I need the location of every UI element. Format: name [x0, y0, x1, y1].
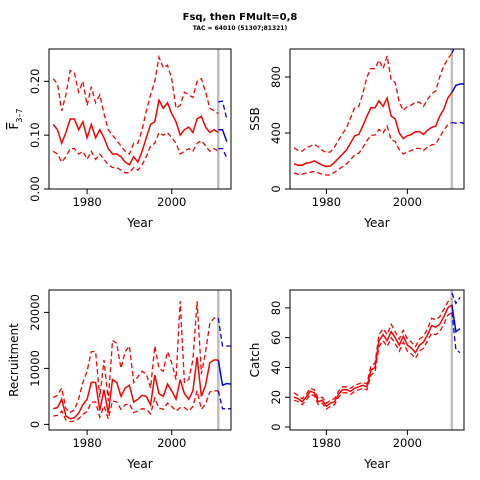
ssb-y-axis-label: SSB — [248, 107, 262, 130]
recruitment-projection-upper-line — [217, 317, 231, 347]
catch-y-tick-label: 20 — [269, 390, 283, 405]
recruitment-x-tick-label: 2000 — [157, 436, 186, 450]
f-history-lower-line — [52, 131, 219, 174]
recruitment-x-tick-label: 1980 — [72, 436, 101, 450]
plot-area-recruitment — [52, 290, 231, 430]
catch-y-axis-label: Catch — [248, 343, 262, 378]
ssb-history-upper-line — [293, 52, 453, 154]
f-y-tick-label: 0.00 — [28, 176, 42, 202]
catch-x-axis-label: Year — [363, 457, 389, 471]
recruitment-x-axis-label: Year — [126, 457, 152, 471]
f-projection-lower-line — [218, 147, 228, 159]
panel-catch: 1980 2000 Year 0 20 40 60 80 Catch — [248, 289, 465, 471]
f-y-tick-label: 0.20 — [28, 69, 42, 95]
ssb-y-tick-label: 0 — [269, 185, 283, 192]
panel-recruitment: 1980 2000 Year 0 10000 20000 Recruitment — [7, 289, 232, 471]
catch-projection-upper-line — [451, 292, 461, 305]
ssb-projection-lower-line — [451, 121, 464, 124]
f-projection-upper-line — [218, 100, 228, 120]
catch-history-lower-line — [293, 311, 453, 411]
ssb-history-lower-line — [293, 121, 453, 176]
catch-history-upper-line — [293, 298, 453, 405]
catch-y-tick-label: 0 — [269, 423, 283, 430]
ssb-y-tick-label: 800 — [269, 66, 283, 88]
f-plot-frame — [48, 48, 232, 190]
f-x-axis-label: Year — [126, 216, 152, 230]
plot-area-catch — [293, 290, 461, 430]
catch-y-tick-label: 60 — [269, 330, 283, 345]
recruitment-projection-median-line — [217, 359, 231, 387]
panel-ssb: 1980 2000 Year 0 400 800 SSB — [248, 48, 465, 230]
f-x-tick-label: 2000 — [157, 195, 186, 209]
f-x-tick-label: 1980 — [72, 195, 101, 209]
ssb-x-axis-label: Year — [363, 216, 389, 230]
recruitment-y-tick-label: 0 — [28, 421, 42, 428]
plot-area-f — [52, 49, 228, 189]
y-axis-label-main: F — [7, 123, 21, 130]
f-projection-median-line — [218, 129, 228, 142]
catch-projection-median-line — [451, 304, 461, 334]
figure-subtitle: TAC = 64010 (51307;81321) — [193, 25, 288, 32]
f-history-median-line — [52, 97, 219, 166]
recruitment-plot-frame — [48, 289, 232, 431]
figure-title: Fsq, then FMult=0,8 — [183, 12, 298, 23]
ssb-y-tick-label: 400 — [269, 122, 283, 144]
recruitment-y-tick-label: 10000 — [28, 350, 42, 387]
panel-f: 1980 2000 Year 0.00 0.10 0.20 F3–7 — [7, 48, 232, 230]
catch-projection-lower-line — [451, 312, 461, 354]
ssb-x-tick-label: 2000 — [393, 195, 422, 209]
recruitment-y-axis-label: Recruitment — [7, 323, 21, 397]
catch-x-tick-label: 1980 — [312, 436, 341, 450]
ssb-history-median-line — [293, 91, 453, 168]
recruitment-y-tick-label: 20000 — [28, 294, 42, 331]
recruitment-history-upper-line — [52, 301, 219, 414]
y-axis-label-subscript: 3–7 — [15, 108, 24, 122]
ssb-projection-median-line — [451, 83, 464, 93]
catch-plot-frame — [289, 289, 465, 431]
f-y-tick-label: 0.10 — [28, 122, 42, 148]
f-y-axis-label: F3–7 — [7, 108, 24, 129]
ssb-projection-upper-line — [451, 49, 455, 54]
ssb-plot-frame — [289, 48, 465, 190]
plot-area-ssb — [293, 49, 464, 189]
ssb-x-tick-label: 1980 — [312, 195, 341, 209]
recruitment-projection-lower-line — [217, 390, 231, 410]
catch-y-tick-label: 40 — [269, 360, 283, 375]
recruitment-history-lower-line — [53, 390, 219, 423]
catch-history-median-line — [293, 304, 453, 408]
recruitment-history-median-line — [53, 357, 219, 420]
catch-y-tick-label: 80 — [269, 301, 283, 316]
f-history-upper-line — [52, 54, 219, 155]
catch-x-tick-label: 2000 — [393, 436, 422, 450]
